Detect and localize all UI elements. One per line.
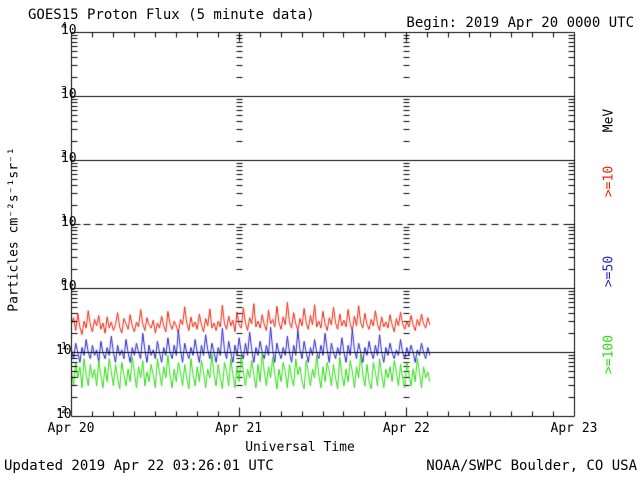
y-tick-label-10e4: 10 4 (60, 21, 77, 38)
y-tick-label-10e3: 10 3 (60, 85, 77, 102)
source-credit: NOAA/SWPC Boulder, CO USA (426, 458, 637, 474)
x-tick-label-apr-23: Apr 23 (550, 421, 598, 436)
y-tick-label-10e1: 10 1 (60, 213, 77, 230)
x-tick-label-apr-22: Apr 22 (382, 421, 430, 436)
updated-timestamp: Updated 2019 Apr 22 03:26:01 UTC (4, 458, 274, 474)
y-tick-label-10e-2: 10 -2 (55, 405, 72, 422)
x-axis-label: Universal Time (245, 440, 355, 455)
y-axis-label: Particles cm⁻²s⁻¹sr⁻¹ (6, 147, 22, 312)
chart-title: GOES15 Proton Flux (5 minute data) (28, 7, 315, 23)
series-label-100MeV: >=100 (601, 334, 617, 375)
y-tick-label-10e0: 10 0 (60, 277, 77, 294)
y-tick-label-10e2: 10 2 (60, 149, 77, 166)
x-tick-label-apr-21: Apr 21 (215, 421, 263, 436)
begin-timestamp: Begin: 2019 Apr 20 0000 UTC (406, 15, 634, 31)
x-tick-label-apr-20: Apr 20 (47, 421, 95, 436)
y-tick-label-10e-1: 10 -1 (55, 341, 72, 358)
